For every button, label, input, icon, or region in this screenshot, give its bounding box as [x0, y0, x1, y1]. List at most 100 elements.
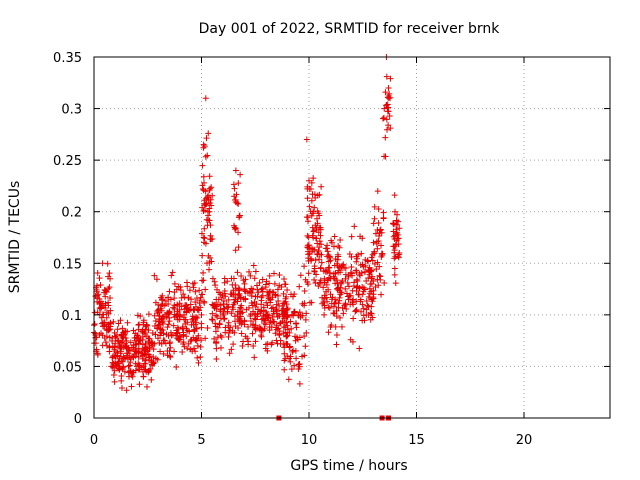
data-point — [177, 287, 184, 294]
data-point — [238, 305, 245, 312]
data-point — [110, 318, 117, 325]
data-point — [204, 208, 211, 215]
data-point — [129, 373, 136, 380]
data-point — [142, 348, 149, 355]
chart-title: Day 001 of 2022, SRMTID for receiver brn… — [199, 21, 501, 37]
data-point — [236, 292, 243, 299]
data-point — [387, 75, 394, 82]
data-point — [368, 280, 375, 287]
data-point — [318, 259, 325, 266]
data-point — [125, 369, 132, 376]
data-point — [104, 260, 111, 267]
data-point — [307, 299, 314, 306]
data-point — [249, 330, 256, 337]
data-point — [374, 188, 381, 195]
data-point — [315, 210, 322, 217]
data-point — [356, 291, 363, 298]
data-point — [168, 272, 175, 279]
data-point — [364, 302, 371, 309]
data-point — [302, 343, 309, 350]
data-point — [274, 286, 281, 293]
data-point — [371, 261, 378, 268]
data-point — [345, 273, 352, 280]
data-point — [202, 153, 209, 160]
data-point — [236, 308, 243, 315]
data-point — [135, 338, 142, 345]
data-point — [247, 317, 254, 324]
data-point — [136, 381, 143, 388]
data-point — [271, 270, 278, 277]
x-axis-label: GPS time / hours — [290, 458, 407, 474]
data-point — [180, 339, 187, 346]
data-point — [266, 319, 273, 326]
data-point — [96, 331, 103, 338]
data-point — [111, 378, 118, 385]
data-point — [165, 321, 172, 328]
data-point — [148, 357, 155, 364]
data-point — [390, 220, 397, 227]
data-point — [291, 362, 298, 369]
data-point — [324, 253, 331, 260]
data-point — [213, 312, 220, 319]
data-point — [267, 299, 274, 306]
data-point — [202, 286, 209, 293]
data-point — [321, 302, 328, 309]
data-point — [105, 285, 112, 292]
data-point — [383, 102, 390, 109]
data-point — [120, 354, 127, 361]
data-point — [392, 280, 399, 287]
data-point — [135, 354, 142, 361]
data-point — [193, 325, 200, 332]
data-point — [385, 108, 392, 115]
data-point — [252, 303, 259, 310]
data-point — [326, 270, 333, 277]
data-point — [199, 204, 206, 211]
data-point — [283, 340, 290, 347]
data-point — [373, 240, 380, 247]
data-point — [134, 363, 140, 370]
data-point — [235, 244, 242, 251]
data-point — [119, 325, 126, 332]
data-point — [393, 230, 400, 237]
data-point — [156, 315, 163, 322]
data-point — [262, 281, 269, 288]
data-point — [251, 275, 258, 282]
data-point — [249, 302, 256, 309]
data-point — [186, 328, 193, 335]
data-point — [225, 333, 232, 340]
data-point — [218, 294, 225, 301]
data-point — [269, 294, 276, 301]
y-axis-label: SRMTID / TECUs — [7, 181, 23, 294]
data-point — [200, 141, 207, 148]
data-point — [181, 343, 188, 350]
data-point — [228, 275, 235, 282]
data-point — [363, 306, 370, 313]
data-point — [281, 366, 288, 373]
data-point — [221, 279, 228, 286]
data-point — [230, 341, 237, 348]
data-point — [126, 362, 133, 369]
data-point — [166, 318, 173, 325]
data-point — [265, 292, 272, 299]
data-point — [368, 254, 375, 261]
data-point — [305, 242, 312, 249]
x-tick-label: 5 — [197, 433, 205, 448]
data-point — [180, 291, 187, 298]
data-point — [239, 309, 246, 316]
data-point — [235, 285, 242, 292]
data-point — [343, 306, 350, 313]
data-point — [354, 255, 361, 262]
data-point — [194, 342, 201, 349]
data-point — [196, 287, 203, 294]
data-point — [293, 355, 300, 362]
data-point — [208, 316, 215, 323]
data-point — [173, 363, 180, 370]
data-point — [142, 330, 149, 337]
data-point — [197, 304, 204, 311]
data-point — [99, 260, 106, 267]
data-point — [258, 301, 265, 308]
data-point — [326, 254, 333, 261]
data-point — [152, 331, 159, 338]
data-point — [375, 219, 382, 226]
data-point — [201, 207, 208, 214]
